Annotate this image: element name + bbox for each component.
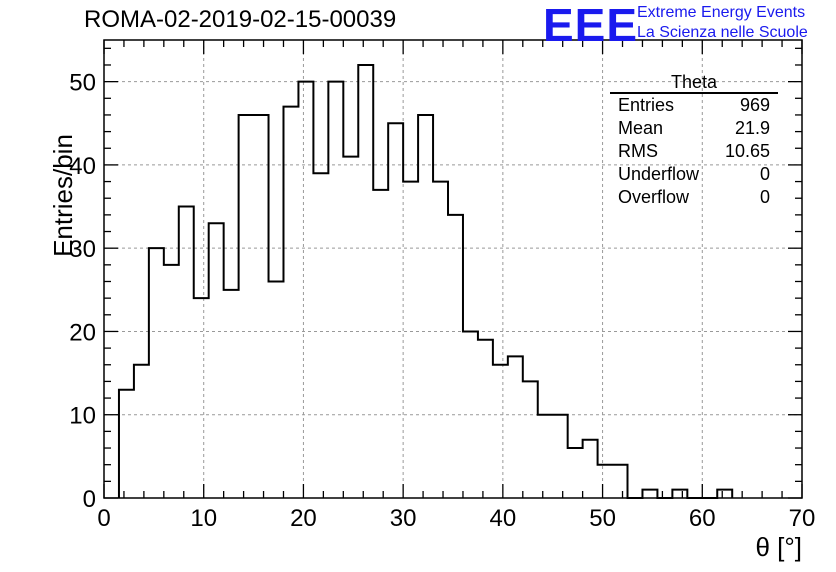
histogram-bin <box>568 448 583 498</box>
histogram-bin <box>164 265 179 498</box>
histogram-bin <box>209 223 224 498</box>
histogram-bin <box>343 157 358 498</box>
axis-ticks <box>103 40 803 499</box>
histogram-bin <box>553 415 568 498</box>
stats-label: RMS <box>618 141 658 161</box>
stats-value: 21.9 <box>734 118 770 138</box>
stats-label: Mean <box>618 118 664 138</box>
eee-logo: EEE <box>543 0 639 51</box>
stats-title: Theta <box>670 72 718 92</box>
x-tick-label: 70 <box>789 505 816 532</box>
histogram-bin <box>373 190 388 498</box>
y-tick-label: 0 <box>83 486 96 513</box>
stats-row-overflow: Overflow 0 <box>610 186 778 209</box>
x-tick-label: 0 <box>97 505 110 532</box>
stats-row-underflow: Underflow 0 <box>610 163 778 186</box>
plot-frame <box>103 39 803 499</box>
stats-label: Underflow <box>618 164 700 184</box>
x-tick-label: 10 <box>190 505 217 532</box>
histogram-bin <box>119 390 134 498</box>
histogram-bin <box>224 290 239 498</box>
y-tick-label: 30 <box>69 236 96 263</box>
histogram-bin <box>448 215 463 498</box>
histogram-bin <box>149 248 164 498</box>
x-tick-label: 50 <box>589 505 616 532</box>
logo-line-2: La Scienza nelle Scuole <box>637 24 808 41</box>
stats-value: 0 <box>759 164 770 184</box>
histogram-bin <box>493 365 508 498</box>
histogram-bin <box>403 182 418 498</box>
stats-label: Overflow <box>618 187 690 207</box>
x-tick-label: 40 <box>490 505 517 532</box>
logo-line-1: Extreme Energy Events <box>637 4 806 21</box>
histogram-bin <box>134 365 149 498</box>
stats-value: 969 <box>739 95 770 115</box>
histogram-bin <box>358 65 373 498</box>
histogram-bin <box>672 490 687 498</box>
histogram-bin <box>388 123 403 498</box>
histogram-series <box>117 63 734 499</box>
histogram-bin <box>269 281 284 498</box>
chart-title: ROMA-02-2019-02-15-00039 <box>84 6 397 33</box>
histogram-bin <box>583 440 598 498</box>
histogram-bin <box>328 82 343 498</box>
histogram-bin <box>239 115 254 498</box>
y-tick-label: 50 <box>69 70 96 97</box>
y-tick-label: 10 <box>69 403 96 430</box>
x-tick-label: 30 <box>390 505 417 532</box>
stats-row-mean: Mean 21.9 <box>610 117 778 140</box>
stats-value: 10.65 <box>724 141 770 161</box>
histogram-bin <box>717 490 732 498</box>
stats-row-entries: Entries 969 <box>610 94 778 117</box>
x-tick-label: 60 <box>689 505 716 532</box>
histogram-bin <box>642 490 657 498</box>
x-tick-label: 20 <box>290 505 317 532</box>
stats-row-rms: RMS 10.65 <box>610 140 778 163</box>
stats-value: 0 <box>759 187 770 207</box>
grid-lines <box>104 40 802 498</box>
histogram-bin <box>598 465 613 498</box>
y-tick-label: 20 <box>69 319 96 346</box>
histogram-bin <box>433 182 448 498</box>
histogram-bin <box>508 356 523 498</box>
histogram-bin <box>313 173 328 498</box>
axes-frame <box>103 39 803 499</box>
histogram-bin <box>523 381 538 498</box>
stats-box: Theta Entries 969 Mean 21.9 RMS 10.65 Un… <box>610 72 778 209</box>
histogram-outline <box>117 63 734 499</box>
histogram-bin <box>478 340 493 498</box>
y-tick-label: 40 <box>69 153 96 180</box>
y-axis-label-text: Entries/bin <box>47 134 78 257</box>
x-axis-label: θ [°] <box>755 532 802 562</box>
histogram-bin <box>254 115 269 498</box>
histogram-bin <box>613 465 628 498</box>
histogram-bin <box>298 82 313 498</box>
histogram-bin <box>418 115 433 498</box>
histogram-bin <box>194 298 209 498</box>
stats-divider <box>610 92 778 94</box>
histogram-bin <box>538 415 553 498</box>
tick-labels: 0 10 20 30 40 50 60 70 0 10 20 30 40 50 <box>69 70 815 532</box>
histogram-bin <box>179 207 194 498</box>
stats-label: Entries <box>618 95 675 115</box>
